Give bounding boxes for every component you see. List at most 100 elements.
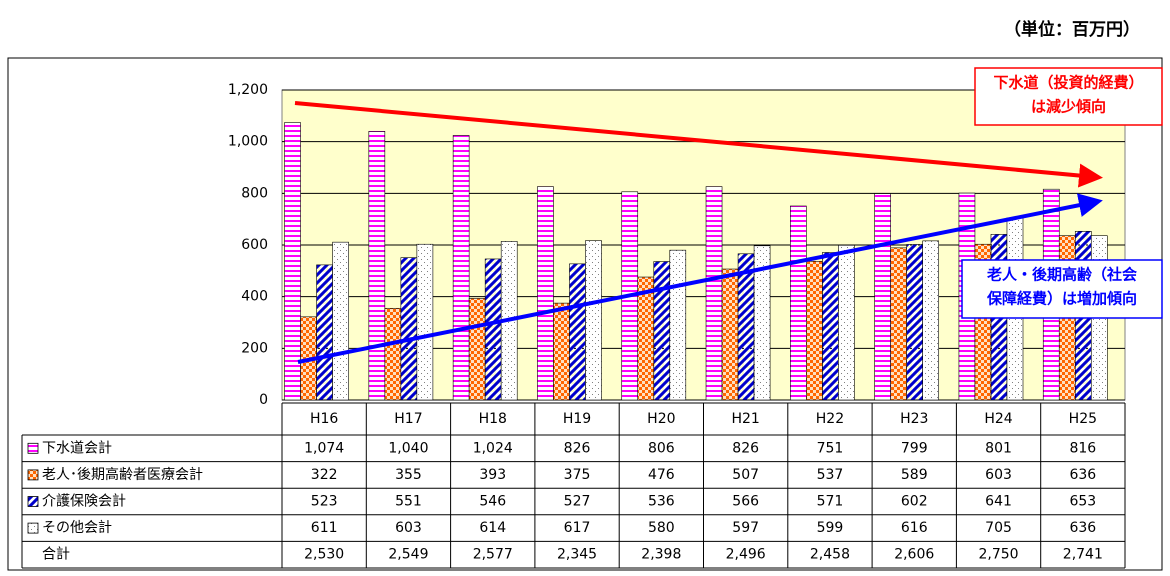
x-tick-label: H23 (900, 411, 928, 427)
table-value: 523 (311, 494, 338, 510)
table-value: 1,040 (388, 440, 428, 456)
total-value: 2,750 (979, 547, 1019, 563)
bar (316, 264, 333, 401)
bar (737, 253, 755, 401)
table-value: 1,074 (304, 440, 344, 456)
total-value: 2,458 (810, 547, 850, 563)
table-value: 806 (648, 440, 675, 456)
x-tick-label: H19 (563, 411, 591, 427)
total-value: 2,345 (557, 547, 597, 563)
table-value: 801 (985, 440, 1012, 456)
bar (452, 135, 470, 401)
trend-arrow (297, 193, 1103, 364)
bar (416, 243, 434, 401)
bar (484, 258, 502, 401)
legend-swatch (27, 522, 39, 534)
table-value: 705 (985, 520, 1012, 536)
table-value: 580 (648, 520, 675, 536)
trend-arrow (294, 101, 1103, 188)
legend-swatch (27, 469, 39, 481)
table-value: 816 (1069, 440, 1096, 456)
bar (468, 298, 486, 401)
table-value: 589 (901, 467, 928, 483)
total-label: 合計 (42, 547, 70, 563)
bar (669, 249, 687, 401)
table-value: 636 (1069, 520, 1096, 536)
bar (384, 307, 402, 401)
annotation-box (974, 67, 1163, 126)
bar (637, 276, 655, 401)
y-tick-label: 1,200 (228, 82, 268, 98)
y-tick-label: 1,000 (228, 134, 268, 150)
x-tick-label: H17 (394, 411, 422, 427)
total-value: 2,549 (388, 547, 428, 563)
annotation-text: は減少傾向 (1031, 98, 1106, 116)
table-value: 636 (1069, 467, 1096, 483)
legend-label: 下水道会計 (42, 440, 112, 456)
table-value: 566 (732, 494, 759, 510)
x-tick-label: H24 (984, 411, 1012, 427)
bar (753, 245, 771, 401)
bar (553, 302, 570, 401)
bar (922, 240, 939, 401)
table-value: 603 (395, 520, 422, 536)
bar (806, 260, 823, 401)
table-value: 507 (732, 467, 759, 483)
bar (906, 244, 923, 401)
table-value: 611 (311, 520, 338, 536)
annotation-text: 保障経費）は増加傾向 (986, 290, 1137, 308)
total-value: 2,398 (641, 547, 681, 563)
x-tick-label: H20 (647, 411, 675, 427)
total-value: 2,530 (304, 547, 344, 563)
y-tick-label: 400 (241, 289, 268, 305)
table-value: 599 (817, 520, 844, 536)
table-value: 1,024 (473, 440, 513, 456)
bar (537, 186, 554, 401)
x-tick-label: H21 (731, 411, 759, 427)
total-value: 2,496 (726, 547, 766, 563)
annotation-text: 老人・後期高齢（社会 (986, 266, 1137, 284)
bar (890, 247, 907, 401)
bar (569, 263, 586, 401)
table-value: 375 (564, 467, 591, 483)
y-tick-label: 800 (241, 185, 268, 201)
bar (585, 240, 602, 401)
unit-label: （単位：百万円） (1004, 19, 1140, 40)
bar (822, 252, 839, 401)
table-value: 826 (732, 440, 759, 456)
y-tick-label: 200 (241, 340, 268, 356)
table-value: 597 (732, 520, 759, 536)
total-value: 2,577 (473, 547, 513, 563)
table-value: 603 (985, 467, 1012, 483)
table-value: 799 (901, 440, 928, 456)
bar (400, 257, 418, 401)
bar (705, 186, 723, 401)
bar (653, 261, 671, 401)
table-value: 602 (901, 494, 928, 510)
table-value: 571 (817, 494, 844, 510)
table-value: 653 (1069, 494, 1096, 510)
legend-label: 老人･後期高齢者医療会計 (42, 466, 203, 483)
table-value: 826 (564, 440, 591, 456)
x-tick-label: H16 (310, 411, 338, 427)
table-value: 527 (564, 494, 591, 510)
total-value: 2,741 (1063, 547, 1103, 563)
x-tick-label: H22 (816, 411, 844, 427)
table-value: 551 (395, 494, 422, 510)
y-tick-label: 600 (241, 237, 268, 253)
x-tick-label: H18 (479, 411, 507, 427)
table-value: 616 (901, 520, 928, 536)
bar (332, 241, 349, 401)
bar (874, 193, 891, 401)
annotation-text: 下水道（投資的経費） (993, 74, 1143, 92)
table-value: 393 (479, 467, 506, 483)
table-value: 322 (311, 467, 338, 483)
table-value: 537 (817, 467, 844, 483)
table-value: 536 (648, 494, 675, 510)
bar (368, 131, 386, 401)
table-value: 355 (395, 467, 422, 483)
table-value: 641 (985, 494, 1012, 510)
table-value: 476 (648, 467, 675, 483)
